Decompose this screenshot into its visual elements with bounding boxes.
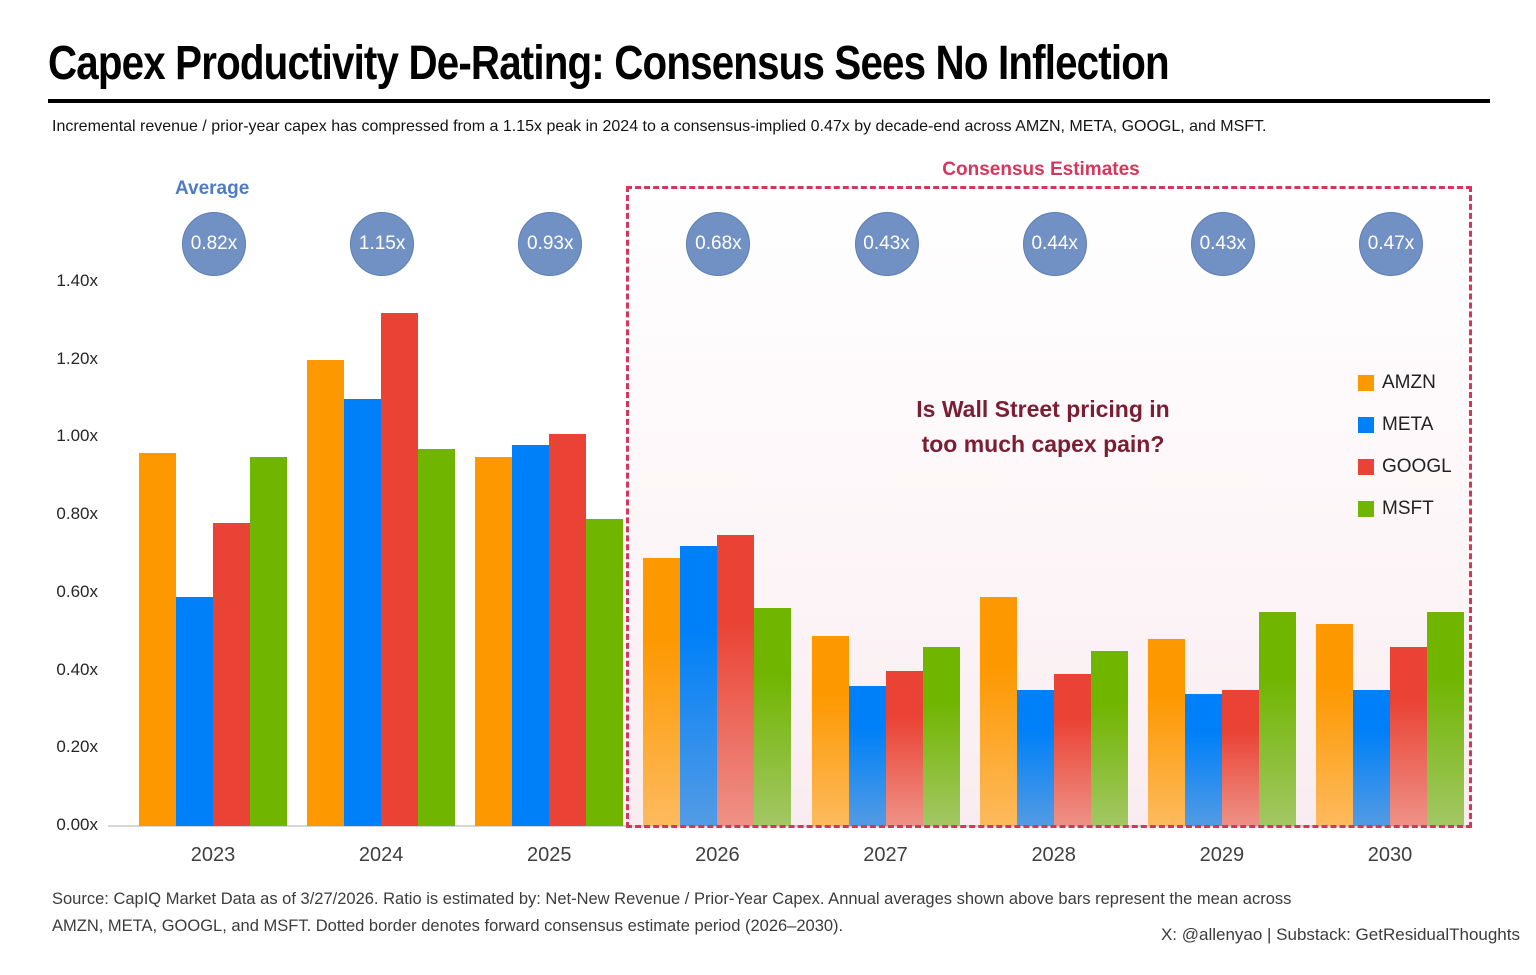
legend-swatch-meta	[1358, 417, 1374, 433]
bar-amzn-2026	[643, 558, 681, 826]
source-footer: Source: CapIQ Market Data as of 3/27/202…	[52, 886, 1492, 940]
legend-label-meta: META	[1382, 414, 1434, 435]
bar-amzn-2027	[811, 636, 849, 826]
x-axis-label-2026: 2026	[695, 844, 740, 866]
bar-msft-2027	[922, 647, 960, 826]
bar-msft-2026	[754, 608, 792, 826]
bar-googl-2023	[213, 523, 250, 826]
bar-amzn-2029	[1147, 639, 1185, 826]
average-badge-2030: 0.47x	[1358, 212, 1423, 276]
bar-googl-2029	[1221, 690, 1259, 826]
title-divider	[48, 99, 1490, 103]
legend: AMZN META GOOGL MSFT	[1358, 372, 1452, 540]
y-axis-tick: 0.20x	[56, 737, 98, 757]
average-label: Average	[175, 178, 250, 199]
bar-meta-2023	[176, 597, 213, 826]
legend-label-amzn: AMZN	[1382, 372, 1436, 393]
x-axis-label-2030: 2030	[1367, 844, 1413, 866]
y-axis-tick: 0.80x	[56, 504, 98, 524]
y-axis-tick: 1.20x	[56, 348, 98, 368]
y-axis-tick: 0.00x	[56, 815, 98, 834]
average-badge-2029: 0.43x	[1190, 212, 1255, 276]
annotation-line-1: Is Wall Street pricing in	[916, 396, 1170, 422]
average-badge-2028: 0.44x	[1022, 212, 1087, 276]
bar-msft-2030	[1426, 612, 1464, 826]
bar-googl-2030	[1389, 647, 1427, 826]
legend-label-msft: MSFT	[1382, 498, 1434, 519]
consensus-estimates-label: Consensus Estimates	[942, 159, 1140, 180]
x-axis-label-2024: 2024	[358, 844, 404, 866]
bar-amzn-2025	[475, 457, 513, 826]
legend-item-amzn: AMZN	[1358, 372, 1452, 394]
page-title: Capex Productivity De-Rating: Consensus …	[48, 37, 1170, 90]
bar-msft-2028	[1090, 651, 1128, 826]
x-axis-label-2028: 2028	[1031, 844, 1076, 866]
annotation-line-2: too much capex pain?	[921, 431, 1165, 457]
x-axis-label-2025: 2025	[527, 844, 572, 866]
bar-amzn-2028	[979, 597, 1017, 826]
footer-line-2: AMZN, META, GOOGL, and MSFT. Dotted bord…	[52, 917, 844, 935]
y-axis-tick: 1.40x	[56, 271, 98, 290]
bar-meta-2030	[1352, 690, 1390, 826]
x-axis-label-2027: 2027	[863, 844, 908, 866]
bar-meta-2024	[344, 399, 382, 826]
subtitle: Incremental revenue / prior-year capex h…	[52, 118, 1267, 135]
bar-msft-2025	[586, 519, 624, 826]
bar-meta-2025	[512, 445, 550, 826]
average-badge-2024: 1.15x	[350, 212, 415, 276]
average-badge-2025: 0.93x	[518, 212, 583, 276]
legend-item-msft: MSFT	[1358, 498, 1452, 520]
legend-swatch-googl	[1358, 459, 1374, 475]
y-axis-tick: 1.00x	[56, 426, 98, 446]
bar-meta-2029	[1184, 694, 1222, 826]
legend-swatch-msft	[1358, 501, 1374, 517]
legend-item-googl: GOOGL	[1358, 456, 1452, 478]
bar-googl-2028	[1053, 674, 1091, 826]
bar-msft-2024	[418, 449, 456, 826]
bar-msft-2023	[250, 457, 287, 826]
bar-googl-2024	[381, 313, 419, 826]
bar-meta-2027	[848, 686, 886, 826]
author-credit: X: @allenyao | Substack: GetResidualThou…	[1160, 925, 1520, 944]
x-axis-label-2029: 2029	[1199, 844, 1245, 866]
bar-amzn-2024	[307, 360, 345, 826]
bar-amzn-2023	[139, 453, 176, 826]
x-axis-label-2023: 2023	[190, 844, 236, 866]
bar-amzn-2030	[1315, 624, 1353, 826]
bar-meta-2026	[680, 546, 718, 826]
average-badge-2023: 0.82x	[182, 212, 246, 276]
legend-label-googl: GOOGL	[1382, 456, 1452, 477]
y-axis-tick: 0.40x	[56, 659, 98, 679]
bar-googl-2027	[885, 671, 923, 826]
consensus-dotted-border	[626, 186, 1472, 828]
y-axis-tick: 0.60x	[56, 581, 98, 601]
legend-item-meta: META	[1358, 414, 1452, 436]
average-badge-2027: 0.43x	[854, 212, 919, 276]
footer-line-1: Source: CapIQ Market Data as of 3/27/202…	[52, 890, 1292, 908]
bar-googl-2025	[549, 434, 587, 826]
bar-msft-2029	[1258, 612, 1296, 826]
annotation: Is Wall Street pricing in too much capex…	[833, 392, 1253, 462]
legend-swatch-amzn	[1358, 375, 1374, 391]
average-badge-2026: 0.68x	[686, 212, 751, 276]
bar-googl-2026	[717, 535, 755, 826]
bar-meta-2028	[1016, 690, 1054, 826]
